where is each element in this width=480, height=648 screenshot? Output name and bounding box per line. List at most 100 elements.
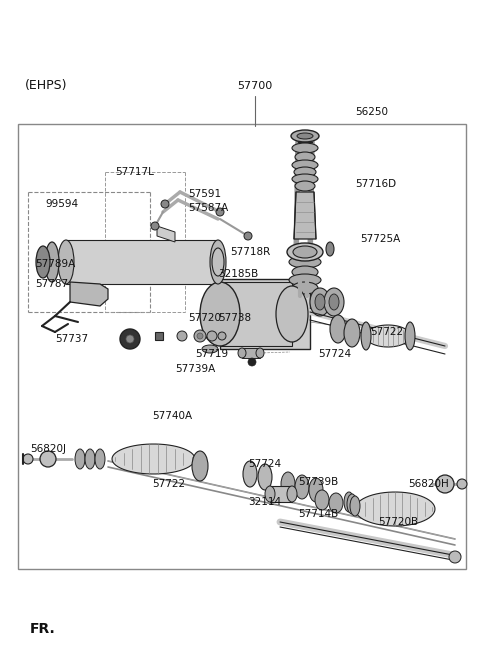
Text: 57737: 57737 [55,334,88,344]
Polygon shape [220,279,310,349]
Circle shape [161,200,169,208]
Polygon shape [70,282,108,306]
Ellipse shape [265,486,275,502]
Text: 57716D: 57716D [355,179,396,189]
Ellipse shape [293,246,317,258]
Text: 57714B: 57714B [298,509,338,519]
Ellipse shape [258,464,272,490]
Ellipse shape [315,294,325,310]
Circle shape [248,358,256,366]
Text: 56820J: 56820J [30,444,66,454]
Text: 57717L: 57717L [115,167,154,177]
Text: 32185B: 32185B [218,269,258,279]
Ellipse shape [295,181,315,191]
Text: (EHPS): (EHPS) [25,80,68,93]
Circle shape [40,451,56,467]
Ellipse shape [210,240,226,284]
Bar [242,348,260,358]
Polygon shape [112,444,195,474]
Circle shape [197,333,203,339]
Polygon shape [294,192,316,239]
Ellipse shape [212,248,224,276]
Circle shape [457,479,467,489]
Text: 57700: 57700 [238,81,273,91]
Bar [18,124,466,569]
Circle shape [244,232,252,240]
Ellipse shape [75,449,85,469]
Ellipse shape [309,478,323,502]
Ellipse shape [292,174,318,184]
Bar [155,332,163,340]
Ellipse shape [95,449,105,469]
Ellipse shape [276,286,308,342]
Circle shape [194,330,206,342]
Circle shape [126,335,134,343]
Ellipse shape [202,345,218,353]
Ellipse shape [200,282,240,346]
Ellipse shape [291,130,319,142]
Text: 57718R: 57718R [230,247,270,257]
Circle shape [218,332,226,340]
Text: 57720B: 57720B [378,517,418,527]
Ellipse shape [326,242,334,256]
Ellipse shape [85,449,95,469]
Ellipse shape [292,266,318,278]
Ellipse shape [350,496,360,516]
Text: 57724: 57724 [318,349,351,359]
Bar [66,240,218,284]
Text: 57740A: 57740A [152,411,192,421]
Text: 57739B: 57739B [298,477,338,487]
Text: 57724: 57724 [248,459,281,469]
Ellipse shape [289,256,321,268]
Circle shape [207,331,217,341]
Ellipse shape [405,322,415,350]
Text: 57719: 57719 [195,349,228,359]
Ellipse shape [294,167,316,177]
Ellipse shape [315,490,329,510]
Text: 57722: 57722 [152,479,185,489]
Ellipse shape [36,246,50,278]
Ellipse shape [329,493,343,513]
Ellipse shape [361,322,371,350]
Ellipse shape [344,492,354,512]
Text: 57587A: 57587A [188,203,228,213]
Ellipse shape [287,486,297,502]
Ellipse shape [344,319,360,347]
Text: 56820H: 56820H [408,479,449,489]
Text: 57591: 57591 [188,189,221,199]
Ellipse shape [289,274,321,286]
Ellipse shape [297,133,313,139]
Bar [270,486,292,502]
Ellipse shape [347,494,357,514]
Circle shape [436,475,454,493]
Circle shape [151,222,159,230]
Ellipse shape [192,451,208,481]
Ellipse shape [295,475,309,499]
Polygon shape [157,226,175,242]
Text: 57789A: 57789A [35,259,75,269]
Ellipse shape [281,472,295,496]
Text: 57787: 57787 [35,279,68,289]
Circle shape [449,551,461,563]
Ellipse shape [329,294,339,310]
Circle shape [120,329,140,349]
Text: 57739A: 57739A [175,364,215,374]
Ellipse shape [238,348,246,358]
Circle shape [216,208,224,216]
Ellipse shape [256,348,264,358]
Ellipse shape [58,240,74,284]
Ellipse shape [292,160,318,170]
Polygon shape [355,492,435,526]
Text: FR.: FR. [30,622,56,636]
Ellipse shape [295,152,315,162]
Ellipse shape [330,315,346,343]
Ellipse shape [45,242,59,282]
Text: 56250: 56250 [355,107,388,117]
Ellipse shape [292,143,318,153]
Polygon shape [365,325,410,347]
Text: 32114: 32114 [248,497,281,507]
Ellipse shape [287,243,323,261]
Ellipse shape [324,288,344,316]
Ellipse shape [243,461,257,487]
Text: 57720: 57720 [188,313,221,323]
